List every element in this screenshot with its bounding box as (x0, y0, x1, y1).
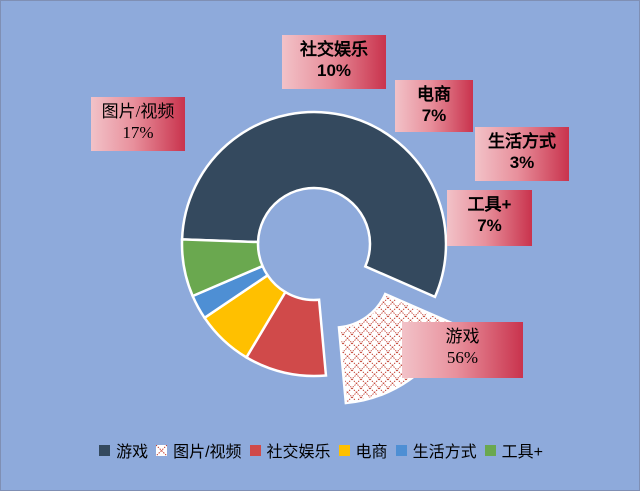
legend-item-ecommerce: 电商 (338, 438, 388, 462)
legend-item-lifestyle: 生活方式 (395, 438, 477, 462)
legend-swatch-ecommerce (338, 444, 350, 456)
data-label-game-value: 56% (446, 348, 479, 367)
data-label-tools-category: 工具+ (467, 195, 512, 214)
legend-label-image-video: 图片/视频 (173, 444, 242, 461)
legend-swatch-game (99, 444, 111, 456)
data-label-lifestyle-category: 生活方式 (488, 132, 556, 151)
data-label-ecommerce-value: 7% (421, 106, 447, 125)
data-label-social-category: 社交娱乐 (300, 40, 368, 59)
legend-item-game: 游戏 (99, 438, 148, 462)
legend-label-ecommerce: 电商 (355, 444, 388, 461)
legend-item-tools: 工具+ (484, 438, 543, 462)
legend-swatch-tools (484, 444, 496, 456)
slice-game (180, 110, 448, 299)
data-label-game-category: 游戏 (445, 327, 480, 346)
legend-swatch-lifestyle (395, 444, 407, 456)
slice-tools (180, 238, 265, 298)
legend: 游戏 图片/视频 社交娱乐 电商 生活方式 工具+ (1, 438, 640, 462)
data-label-lifestyle-value: 3% (509, 153, 535, 172)
data-label-ecommerce-category: 电商 (417, 85, 451, 104)
data-label-tools-value: 7% (477, 216, 502, 235)
data-label-image-video: 图片/视频 17% (91, 97, 185, 151)
legend-item-image-video: 图片/视频 (156, 438, 242, 462)
legend-label-tools: 工具+ (501, 444, 543, 461)
legend-label-lifestyle: 生活方式 (412, 444, 477, 461)
data-label-social-value: 10% (316, 61, 352, 80)
legend-item-social: 社交娱乐 (249, 438, 331, 462)
data-label-social: 社交娱乐 10% (282, 35, 386, 89)
legend-label-social: 社交娱乐 (266, 444, 331, 461)
data-label-game: 游戏 56% (402, 322, 523, 378)
data-label-tools: 工具+ 7% (447, 190, 532, 246)
data-label-image-video-category: 图片/视频 (101, 102, 175, 121)
legend-label-game: 游戏 (116, 444, 149, 461)
data-label-image-video-value: 17% (122, 123, 154, 142)
legend-swatch-social (249, 444, 261, 456)
data-label-lifestyle: 生活方式 3% (475, 127, 569, 181)
data-label-ecommerce: 电商 7% (395, 80, 473, 132)
legend-swatch-image-video (156, 444, 168, 456)
